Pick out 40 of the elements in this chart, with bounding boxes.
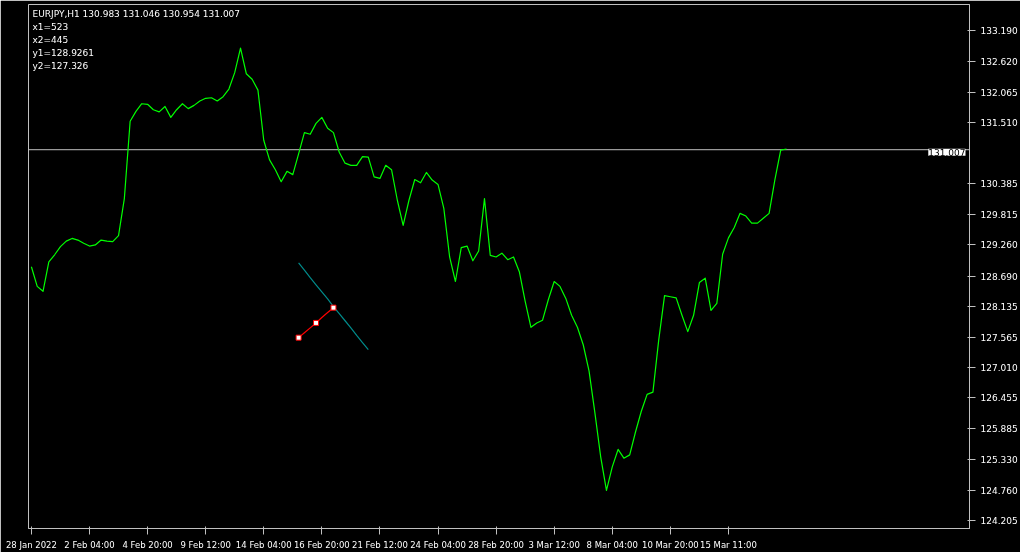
x-tick-label: 15 Mar 11:00 [700, 539, 757, 550]
annotation: EURJPY,H1 130.983 131.046 130.954 131.007 [32, 8, 241, 19]
y-tick-label: 127.010 [980, 363, 1018, 374]
y-tick-label: 128.690 [980, 271, 1018, 282]
x-tick-label: 4 Feb 20:00 [122, 539, 173, 550]
annotation: y2=127.326 [32, 60, 89, 71]
point [330, 304, 337, 311]
y-tick-label: 132.620 [980, 57, 1018, 68]
point [295, 334, 302, 341]
x-tick-label: 3 Mar 12:00 [528, 539, 580, 550]
x-tick-label: 21 Feb 12:00 [352, 539, 408, 550]
y-tick-label: 125.885 [980, 424, 1018, 435]
annotation: x1=523 [32, 21, 69, 32]
y-tick-label: 125.330 [980, 454, 1018, 465]
x-tick-label: 2 Feb 04:00 [64, 539, 115, 550]
annotation: y1=128.9261 [32, 47, 95, 58]
x-tick-label: 8 Mar 04:00 [586, 539, 638, 550]
x-tick-label: 9 Feb 12:00 [180, 539, 231, 550]
x-tick-label: 14 Feb 04:00 [235, 539, 292, 550]
point [313, 319, 320, 326]
x-tick-label: 24 Feb 04:00 [410, 539, 466, 550]
line-series [30, 47, 788, 491]
ref-line-label: 131.007 [928, 147, 966, 158]
y-tick-label: 124.205 [980, 516, 1018, 527]
y-tick-label: 131.510 [980, 117, 1018, 128]
x-tick-label: 28 Feb 20:00 [468, 539, 524, 550]
y-tick-label: 129.260 [980, 240, 1018, 251]
y-tick-label: 128.135 [980, 301, 1018, 312]
annotation: x2=445 [32, 34, 69, 45]
y-tick-label: 133.190 [980, 26, 1018, 37]
y-tick-label: 130.385 [980, 179, 1018, 190]
x-tick-label: 16 Feb 20:00 [293, 539, 350, 550]
y-tick-label: 132.065 [980, 87, 1018, 98]
line-series [298, 262, 369, 351]
x-tick-label: 10 Mar 20:00 [641, 539, 699, 550]
y-tick-label: 129.815 [980, 210, 1018, 221]
x-tick-label: 28 Jan 2022 [5, 539, 57, 550]
y-tick-label: 127.565 [980, 332, 1018, 343]
y-tick-label: 124.760 [980, 485, 1018, 496]
y-tick-label: 126.455 [980, 393, 1018, 404]
